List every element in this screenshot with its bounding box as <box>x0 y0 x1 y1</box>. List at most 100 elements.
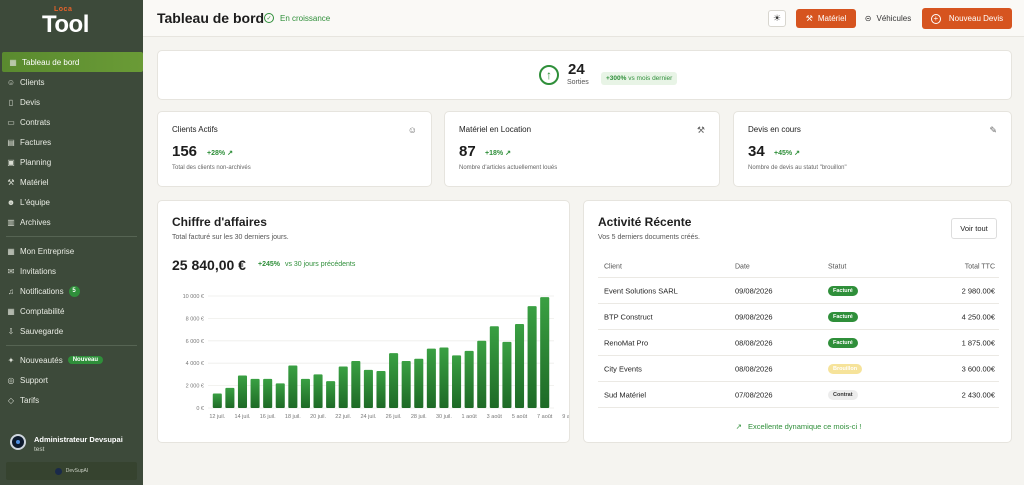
voir-tout-button[interactable]: Voir tout <box>951 218 997 239</box>
calendar-icon: ▣ <box>7 157 15 167</box>
stat-desc: Nombre de devis au statut "brouillon" <box>748 165 847 171</box>
arrow-up-circle-icon: ↑ <box>539 65 559 85</box>
sidebar-item-support[interactable]: ◎ Support <box>0 370 143 390</box>
new-devis-button[interactable]: + Nouveau Devis <box>922 8 1012 29</box>
chart-bar[interactable] <box>439 347 449 408</box>
column-header[interactable]: Date <box>735 263 750 270</box>
sidebar-item-devis[interactable]: ▯ Devis <box>0 92 143 112</box>
column-header[interactable]: Total TTC <box>964 263 995 270</box>
total-cell: 2 980.00€ <box>961 286 995 295</box>
chart-bar[interactable] <box>414 358 424 408</box>
sidebar-item-contrats[interactable]: ▭ Contrats <box>0 112 143 132</box>
materiel-button[interactable]: ⚒ Matériel <box>796 9 856 28</box>
trend-up-icon: ↗ <box>794 150 800 157</box>
revenue-total: 25 840,00 € <box>172 257 246 273</box>
activity-footer: ↗ Excellente dynamique ce mois-ci ! <box>584 422 1013 431</box>
chart-bar[interactable] <box>401 360 411 408</box>
chart-bar[interactable] <box>212 393 222 408</box>
sidebar-item-invitations[interactable]: ✉ Invitations <box>0 261 143 281</box>
wrench-icon: ⚒ <box>7 177 15 187</box>
table-row[interactable]: City Events 08/08/2026 Brouillon 3 600.0… <box>598 356 999 382</box>
chart-bar[interactable] <box>363 369 373 408</box>
y-tick-label: 10 000 € <box>183 294 204 300</box>
sidebar-item-materiel[interactable]: ⚒ Matériel <box>0 172 143 192</box>
sidebar-item-clients[interactable]: ☺ Clients <box>0 72 143 92</box>
chart-bar[interactable] <box>338 366 348 408</box>
trend-up-icon: ↗ <box>735 422 742 431</box>
sorties-delta: +300% <box>606 75 627 82</box>
chart-bar[interactable] <box>389 353 399 408</box>
status-badge: Contrat <box>828 389 858 400</box>
chart-bar[interactable] <box>326 381 336 408</box>
y-tick-label: 8 000 € <box>186 316 204 322</box>
chart-bar[interactable] <box>527 306 537 408</box>
revenue-delta-text: vs 30 jours précédents <box>284 261 356 268</box>
chart-bar[interactable] <box>514 324 525 408</box>
chart-bar[interactable] <box>489 326 499 408</box>
brand-footer[interactable]: DevSupAI <box>6 462 137 480</box>
chart-bar[interactable] <box>502 341 512 408</box>
divider <box>6 236 137 237</box>
vehicules-button-label: Véhicules <box>876 14 912 23</box>
table-row[interactable]: Event Solutions SARL 09/08/2026 Facturé … <box>598 278 999 304</box>
chart-bar[interactable] <box>250 378 260 408</box>
sidebar-item-nouveautes[interactable]: ✦ Nouveautés Nouveau <box>0 350 143 370</box>
chart-bar[interactable] <box>300 378 310 408</box>
new-devis-button-label: Nouveau Devis <box>948 14 1004 23</box>
chart-bar[interactable] <box>237 375 248 408</box>
chart-bar[interactable] <box>426 348 436 408</box>
chart-bar[interactable] <box>452 355 462 408</box>
logo[interactable]: Loca Tool <box>40 6 102 42</box>
sidebar-item-planning[interactable]: ▣ Planning <box>0 152 143 172</box>
chart-bar[interactable] <box>263 378 273 408</box>
chart-bar[interactable] <box>376 371 386 408</box>
total-cell: 4 250.00€ <box>961 312 995 321</box>
x-tick-label: 28 juil. <box>411 414 427 420</box>
column-header[interactable]: Statut <box>828 263 847 270</box>
sidebar-item-entreprise[interactable]: ▦ Mon Entreprise <box>0 241 143 261</box>
stat-card-clients[interactable]: Clients Actifs ☺ 156 +28% ↗ Total des cl… <box>157 111 432 187</box>
stat-pct: +45% ↗ <box>774 149 800 157</box>
table-row[interactable]: Sud Matériel 07/08/2026 Contrat 2 430.00… <box>598 382 999 408</box>
plus-icon: + <box>930 13 941 24</box>
chart-bar[interactable] <box>275 383 285 408</box>
theme-toggle-button[interactable]: ☀ <box>768 10 786 27</box>
chart-bar[interactable] <box>313 374 323 408</box>
revenue-chart: 0 € 2 000 € 4 000 € 6 000 € 8 000 € 10 000 € 1… <box>183 294 569 420</box>
chart-bar[interactable] <box>540 297 550 408</box>
sidebar-item-factures[interactable]: ▤ Factures <box>0 132 143 152</box>
download-icon: ⇩ <box>7 326 15 336</box>
sidebar-item-archives[interactable]: ▥ Archives <box>0 212 143 232</box>
divider <box>6 345 137 346</box>
vehicules-button[interactable]: ⊝ Véhicules <box>861 9 915 28</box>
chart-bar[interactable] <box>288 365 298 408</box>
activity-table: Client Date Statut Total TTC Event Solut… <box>598 256 999 408</box>
stat-card-devis[interactable]: Devis en cours ✎ 34 +45% ↗ Nombre de dev… <box>733 111 1012 187</box>
table-row[interactable]: RenoMat Pro 08/08/2026 Facturé 1 875.00€ <box>598 330 999 356</box>
invoice-icon: ▤ <box>7 137 15 147</box>
notifications-count-badge: 5 <box>68 285 80 297</box>
stat-card-materiel[interactable]: Matériel en Location ⚒ 87 +18% ↗ Nombre … <box>444 111 720 187</box>
sidebar-item-sauvegarde[interactable]: ⇩ Sauvegarde <box>0 321 143 341</box>
sidebar-item-tarifs[interactable]: ◇ Tarifs <box>0 390 143 410</box>
sidebar-item-comptabilite[interactable]: ▦ Comptabilité <box>0 301 143 321</box>
chart-bar[interactable] <box>477 340 487 408</box>
sidebar-item-equipe[interactable]: ☻ L'équipe <box>0 192 143 212</box>
building-icon: ▦ <box>7 246 15 256</box>
chart-bar[interactable] <box>351 360 361 408</box>
column-header[interactable]: Client <box>604 263 622 270</box>
stat-pct: +28% ↗ <box>207 149 233 157</box>
y-tick-label: 2 000 € <box>186 384 204 390</box>
table-row[interactable]: BTP Construct 09/08/2026 Facturé 4 250.0… <box>598 304 999 330</box>
chart-bar[interactable] <box>225 387 235 408</box>
status-indicator: ✓ En croissance <box>264 13 330 23</box>
x-tick-label: 1 août <box>461 414 477 420</box>
avatar <box>10 434 26 450</box>
revenue-subtitle: Total facturé sur les 30 derniers jours. <box>172 234 289 241</box>
sidebar-item-dashboard[interactable]: ▦ Tableau de bord <box>2 52 143 72</box>
revenue-delta: +245% vs 30 jours précédents <box>258 261 355 268</box>
wrench-icon: ⚒ <box>696 125 705 135</box>
sidebar-item-notifications[interactable]: ♫ Notifications 5 <box>0 281 143 301</box>
sidebar-item-label: Mon Entreprise <box>20 246 75 256</box>
chart-bar[interactable] <box>464 350 474 408</box>
